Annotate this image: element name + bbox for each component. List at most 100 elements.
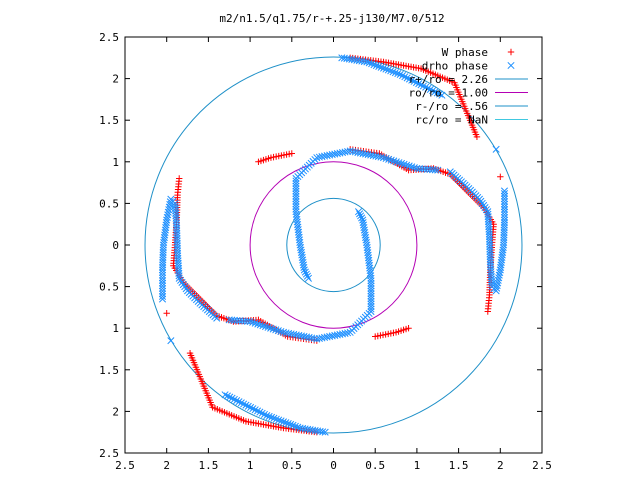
point [282,419,290,427]
y-tick-label: 1 [112,322,119,335]
point [158,279,167,287]
point [292,192,300,200]
point [292,187,300,195]
point [240,400,248,408]
circle-r--ro [144,56,523,434]
y-tick-label: 1 [112,156,119,169]
point [277,327,285,336]
point [396,70,404,78]
point [158,274,167,282]
y-tick-label: 0.5 [99,281,119,294]
point [302,270,310,278]
point [249,405,257,413]
legend-marker-sample [507,48,515,56]
point [387,67,395,75]
point [292,190,300,198]
point [175,272,183,280]
point [413,164,421,173]
point [292,197,300,206]
point [303,272,311,280]
point [221,391,229,399]
legend-label: rc/ro = NaN [415,114,488,127]
y-tick-label: 1.5 [99,364,119,377]
point [382,154,390,163]
point [158,287,167,295]
point [340,54,348,62]
point [385,155,393,163]
point [230,395,238,403]
point [359,218,367,227]
x-tick-label: 2.5 [115,459,135,472]
point [256,321,264,329]
point [263,412,271,420]
point [237,399,245,407]
point [277,417,285,425]
point [408,163,416,171]
y-tick-label: 2.5 [99,31,119,44]
point [260,410,269,418]
point [500,192,509,200]
x-tick-label: 1 [247,459,254,472]
point [367,297,375,305]
point [357,212,365,220]
legend-label: ro/ro = 1.00 [409,87,488,100]
point [269,325,277,333]
legend-label: r+/ro = 2.26 [409,73,488,86]
point [274,327,282,335]
point [410,164,418,172]
point [289,421,297,429]
point [500,205,509,214]
point [233,396,241,405]
point [349,147,357,156]
circle-r--ro [286,197,381,293]
point [367,300,375,308]
point [372,61,380,70]
point [405,162,413,170]
point [267,413,276,421]
point [377,63,385,71]
x-tick-label: 1.5 [198,459,218,472]
point [500,187,509,195]
point [422,83,430,91]
point [379,64,388,72]
point [287,420,295,429]
point [367,305,375,313]
point [408,76,416,84]
y-tick-label: 0 [112,239,119,252]
point [264,323,272,331]
point [359,216,367,224]
point [367,302,375,310]
point [367,287,375,295]
point [158,269,167,277]
point [158,276,167,285]
point [400,160,408,168]
x-tick-label: 1 [414,459,421,472]
point [223,392,231,400]
point [500,213,509,221]
circle-ro-ro [249,161,418,329]
point [391,69,400,77]
point [246,317,254,326]
point [401,73,409,81]
point [167,337,175,345]
point [405,75,414,83]
point [382,65,390,73]
point [292,195,300,203]
point [242,401,250,409]
axis-ticks: 2.5 2 1.5 1 0.5 0 0.5 1 1.5 2 2.52.521.510.500.511… [99,31,552,472]
point [235,398,243,406]
point [300,263,308,272]
point [492,145,500,153]
point [424,84,432,92]
x-tick-label: 2 [163,459,170,472]
point [292,180,300,188]
point [403,161,411,169]
point [300,266,308,274]
point [247,403,255,412]
point [261,322,270,331]
point [292,203,300,211]
point [368,60,376,68]
point [158,271,167,279]
point [272,326,280,334]
point [158,290,167,298]
